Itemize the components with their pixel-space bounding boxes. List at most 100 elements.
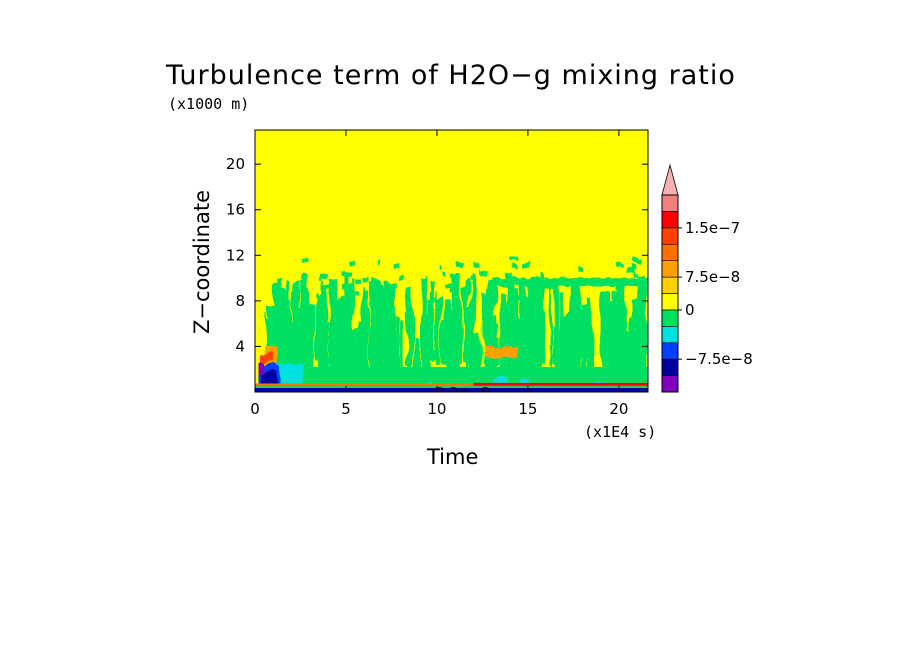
green-streak <box>324 323 330 373</box>
green-streak <box>557 325 560 377</box>
green-streak <box>469 303 475 379</box>
green-streak <box>442 346 446 360</box>
green-speck <box>440 264 444 270</box>
green-streak <box>561 314 570 380</box>
x-tick-label: 0 <box>250 400 260 418</box>
green-streak <box>559 352 565 378</box>
y-tick-label: 20 <box>226 155 245 173</box>
green-streak <box>481 299 490 365</box>
green-speck <box>515 296 521 301</box>
colorbar-swatch <box>661 309 679 327</box>
colorbar-frame <box>661 194 679 393</box>
green-speck <box>328 290 335 295</box>
contour-label: 2.2e−8 <box>435 384 490 402</box>
y-tick-label: 4 <box>235 337 245 355</box>
green-speck <box>443 271 446 276</box>
red-patch <box>260 354 272 363</box>
green-speck <box>635 257 644 263</box>
colorbar-label: 0 <box>685 301 695 319</box>
green-speck <box>468 277 476 282</box>
green-streak <box>281 289 290 376</box>
green-streak <box>502 310 508 365</box>
green-speck <box>294 286 300 291</box>
green-speck <box>445 284 453 289</box>
green-streak <box>535 315 543 377</box>
green-streak <box>463 284 467 363</box>
green-speck <box>476 262 482 268</box>
colorbar-swatch <box>661 211 679 229</box>
green-speck <box>432 296 439 301</box>
green-speck <box>392 263 400 269</box>
green-streak <box>445 333 447 364</box>
surface-green-line <box>255 386 648 389</box>
green-streak <box>308 305 314 361</box>
colorbar-swatch <box>661 326 679 344</box>
green-speck <box>362 278 369 283</box>
green-streak <box>636 275 644 368</box>
navy-patch <box>262 371 277 387</box>
green-streak <box>473 331 481 379</box>
green-streak <box>569 315 577 360</box>
green-speck <box>394 283 397 288</box>
green-streak <box>424 276 427 371</box>
green-streak <box>459 283 462 365</box>
green-streak <box>511 289 517 368</box>
green-streak <box>491 286 496 368</box>
green-streak <box>586 297 593 376</box>
green-streak <box>304 326 307 362</box>
green-streak <box>407 287 413 368</box>
y-tick-label: 16 <box>226 201 245 219</box>
green-streak <box>334 347 340 375</box>
green-streak <box>487 319 493 371</box>
x-tick-label: 20 <box>609 400 628 418</box>
green-speck <box>551 284 559 290</box>
green-streak <box>349 314 354 376</box>
green-speck <box>342 283 351 288</box>
green-speck <box>482 271 487 277</box>
green-streak <box>321 285 327 379</box>
green-streak <box>530 282 536 379</box>
green-streak <box>469 341 472 381</box>
green-speck <box>619 285 627 291</box>
purple-patch <box>258 362 265 374</box>
y-axis-unit: (x1000 m) <box>168 95 250 113</box>
colorbar: 1.5e−7 7.5e−8 0 −7.5e−8 <box>661 163 753 393</box>
orange-patch-late <box>482 346 519 358</box>
green-speck <box>317 276 322 282</box>
green-streak <box>600 291 608 369</box>
green-streak <box>344 276 348 368</box>
green-streak <box>621 322 629 380</box>
green-streak <box>549 287 551 363</box>
colorbar-swatch <box>661 375 679 393</box>
heatmap-field: 2.2e−8 <box>255 256 648 402</box>
cyan-patch <box>495 378 510 387</box>
green-speck <box>487 292 493 298</box>
turbulence-region-green <box>264 256 648 381</box>
green-speck <box>510 257 515 263</box>
green-streak <box>390 307 396 362</box>
colorbar-extend-arrow <box>661 163 679 196</box>
green-streak <box>429 290 435 362</box>
green-lower-layer <box>273 366 648 386</box>
green-speck <box>348 260 358 266</box>
green-streak <box>434 352 439 359</box>
colorbar-swatch <box>661 276 679 294</box>
green-streak <box>610 308 613 376</box>
y-tick-label: 12 <box>226 246 245 264</box>
green-speck <box>355 279 361 284</box>
green-speck <box>523 262 533 268</box>
green-streak <box>303 273 309 363</box>
green-streak <box>306 351 315 376</box>
green-streak <box>451 330 459 374</box>
green-streak <box>500 316 504 361</box>
colorbar-swatch <box>661 243 679 261</box>
green-speck <box>448 274 458 279</box>
green-speck <box>446 289 452 294</box>
green-speck <box>616 263 624 268</box>
green-streak <box>465 280 469 377</box>
green-streak <box>425 329 432 358</box>
green-streak <box>609 346 617 369</box>
green-streak <box>421 278 426 367</box>
green-streak <box>331 350 335 371</box>
green-streak <box>566 313 573 368</box>
